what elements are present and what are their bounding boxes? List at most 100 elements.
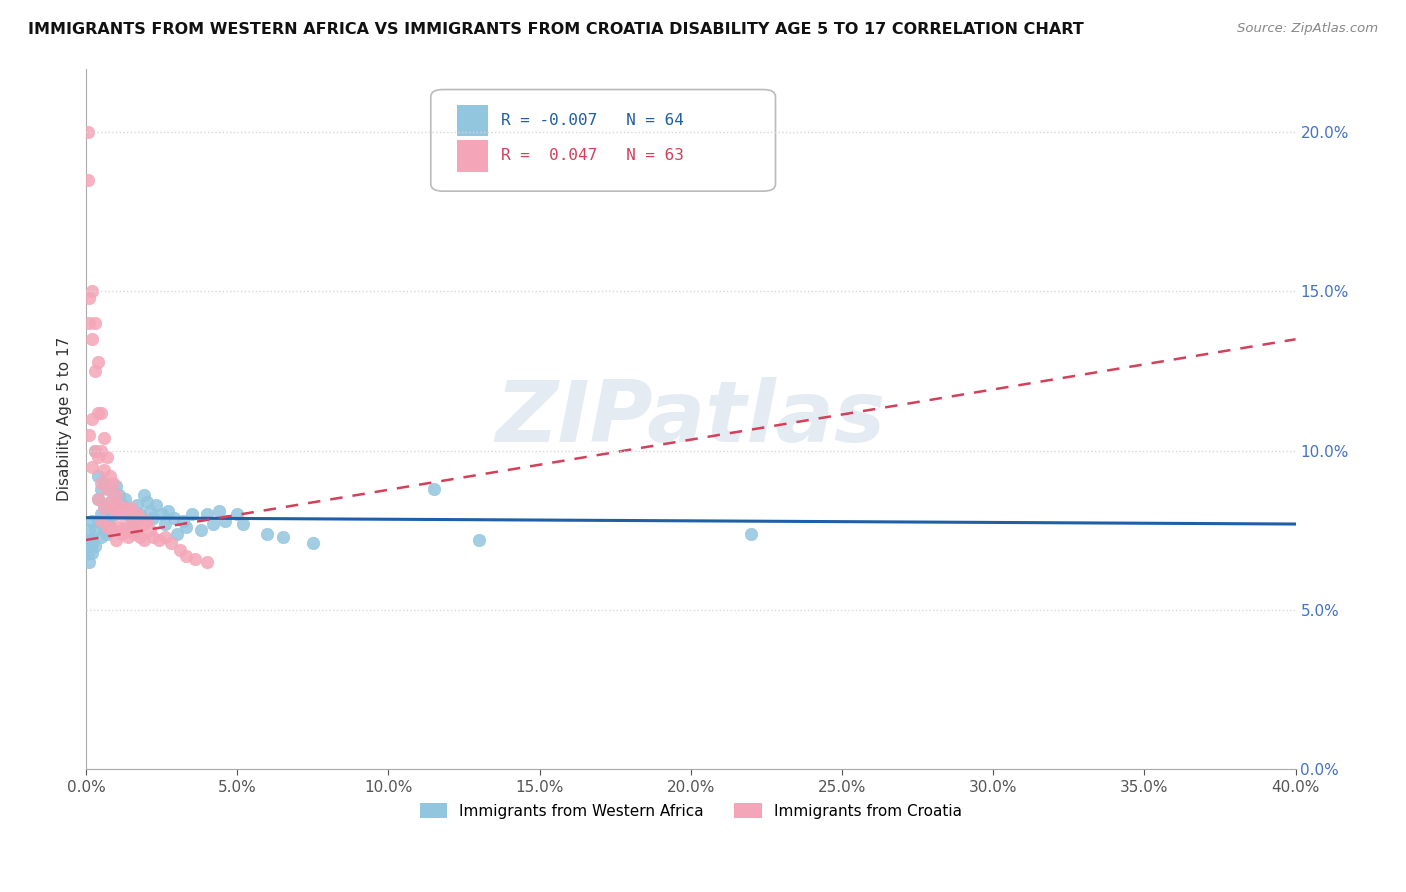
Point: [124, 510, 146, 524]
Point: [76, 533, 98, 547]
Point: [77, 291, 100, 305]
Point: [111, 498, 134, 512]
Point: [120, 520, 142, 534]
Point: [120, 501, 142, 516]
Point: [208, 504, 231, 518]
Point: [159, 536, 181, 550]
Point: [103, 501, 125, 516]
Point: [117, 508, 139, 522]
Point: [90, 514, 112, 528]
Point: [129, 508, 152, 522]
Point: [87, 450, 110, 464]
Point: [129, 510, 152, 524]
Point: [153, 530, 176, 544]
Point: [98, 510, 121, 524]
Point: [214, 514, 236, 528]
Point: [98, 494, 121, 508]
Point: [226, 508, 249, 522]
Point: [84, 524, 107, 538]
Text: R =  0.047   N = 63: R = 0.047 N = 63: [501, 148, 683, 163]
Point: [174, 520, 197, 534]
Point: [82, 546, 104, 560]
Point: [127, 498, 149, 512]
Point: [96, 516, 118, 531]
Point: [740, 526, 762, 541]
Point: [468, 533, 491, 547]
Point: [129, 530, 152, 544]
Point: [166, 526, 188, 541]
Point: [87, 491, 110, 506]
Point: [132, 533, 155, 547]
Point: [105, 508, 128, 522]
Point: [271, 530, 294, 544]
Point: [132, 488, 155, 502]
Point: [111, 508, 134, 522]
Point: [105, 533, 128, 547]
Point: [120, 510, 142, 524]
Point: [87, 491, 110, 506]
Point: [77, 546, 100, 560]
Point: [132, 516, 155, 531]
Point: [142, 510, 165, 524]
Point: [82, 332, 104, 346]
Point: [145, 498, 167, 512]
Point: [184, 552, 207, 566]
Point: [105, 479, 128, 493]
Point: [96, 520, 118, 534]
Point: [90, 530, 112, 544]
Point: [117, 504, 139, 518]
Point: [138, 524, 160, 538]
Point: [87, 354, 110, 368]
FancyBboxPatch shape: [430, 89, 776, 191]
Point: [77, 555, 100, 569]
Point: [77, 317, 100, 331]
Point: [127, 524, 149, 538]
Text: ZIPatlas: ZIPatlas: [496, 377, 886, 460]
Point: [82, 412, 104, 426]
Point: [90, 443, 112, 458]
Point: [77, 524, 100, 538]
FancyBboxPatch shape: [457, 105, 488, 136]
Point: [96, 450, 118, 464]
Point: [84, 443, 107, 458]
Point: [93, 463, 115, 477]
Point: [190, 524, 212, 538]
Point: [172, 514, 194, 528]
Point: [156, 504, 179, 518]
Point: [120, 524, 142, 538]
Point: [202, 516, 225, 531]
Point: [90, 405, 112, 419]
Point: [90, 475, 112, 490]
Point: [302, 536, 325, 550]
Point: [93, 520, 115, 534]
Point: [174, 549, 197, 563]
Point: [148, 533, 170, 547]
Point: [114, 520, 136, 534]
Point: [93, 498, 115, 512]
Point: [111, 526, 134, 541]
Point: [103, 475, 125, 490]
Text: IMMIGRANTS FROM WESTERN AFRICA VS IMMIGRANTS FROM CROATIA DISABILITY AGE 5 TO 17: IMMIGRANTS FROM WESTERN AFRICA VS IMMIGR…: [28, 22, 1084, 37]
Point: [96, 482, 118, 496]
Point: [96, 501, 118, 516]
Point: [87, 405, 110, 419]
Point: [163, 510, 186, 524]
Point: [87, 514, 110, 528]
Point: [180, 508, 202, 522]
Point: [82, 514, 104, 528]
Point: [105, 488, 128, 502]
Point: [84, 364, 107, 378]
Point: [256, 526, 278, 541]
Point: [84, 443, 107, 458]
FancyBboxPatch shape: [457, 140, 488, 171]
Point: [195, 508, 218, 522]
Point: [84, 539, 107, 553]
Point: [79, 539, 101, 553]
Point: [103, 485, 125, 500]
Point: [77, 427, 100, 442]
Text: R = -0.007   N = 64: R = -0.007 N = 64: [501, 113, 683, 128]
Point: [103, 524, 125, 538]
Point: [195, 555, 218, 569]
Point: [90, 508, 112, 522]
Point: [153, 516, 176, 531]
